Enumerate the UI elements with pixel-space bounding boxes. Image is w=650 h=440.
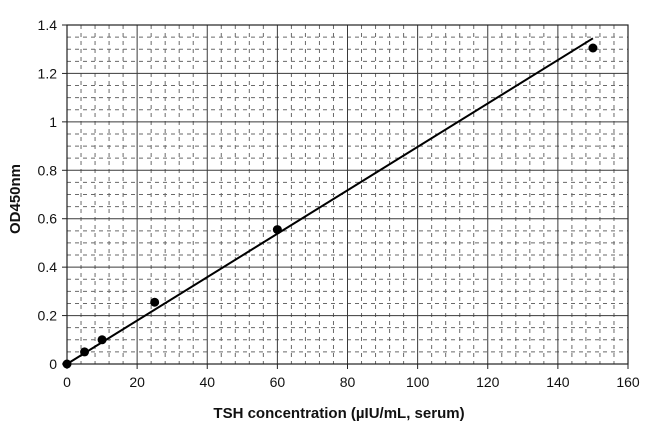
data-point — [62, 359, 72, 369]
x-tick-labels: 0 20 40 60 80 100 120 140 160 — [63, 364, 640, 390]
data-point — [272, 225, 282, 235]
x-tick-label: 40 — [199, 374, 215, 390]
y-tick-label: 0.2 — [38, 308, 58, 324]
trendline — [66, 37, 594, 365]
x-tick-label: 80 — [340, 374, 356, 390]
y-tick-label: 1.2 — [38, 65, 58, 81]
y-tick-label: 0.6 — [38, 211, 58, 227]
y-tick-label: 1 — [49, 114, 57, 130]
x-tick-label: 140 — [546, 374, 570, 390]
major-grid — [67, 25, 628, 364]
x-tick-label: 0 — [63, 374, 71, 390]
data-points — [62, 43, 598, 369]
data-point — [150, 297, 160, 307]
data-point — [97, 335, 107, 345]
y-tick-label: 1.4 — [38, 17, 58, 33]
x-axis-title: TSH concentration (µIU/mL, serum) — [213, 405, 464, 422]
y-tick-label: 0.8 — [38, 162, 58, 178]
x-tick-label: 20 — [129, 374, 145, 390]
x-tick-label: 100 — [406, 374, 430, 390]
data-point — [588, 43, 598, 53]
y-tick-label: 0.4 — [38, 259, 58, 275]
x-tick-label: 120 — [476, 374, 500, 390]
x-tick-label: 60 — [270, 374, 286, 390]
y-tick-labels: 0 0.2 0.4 0.6 0.8 1 1.2 1.4 — [38, 17, 67, 372]
y-tick-label: 0 — [49, 356, 57, 372]
y-axis-title: OD450nm — [7, 164, 24, 234]
data-point — [80, 347, 90, 357]
x-tick-label: 160 — [616, 374, 640, 390]
